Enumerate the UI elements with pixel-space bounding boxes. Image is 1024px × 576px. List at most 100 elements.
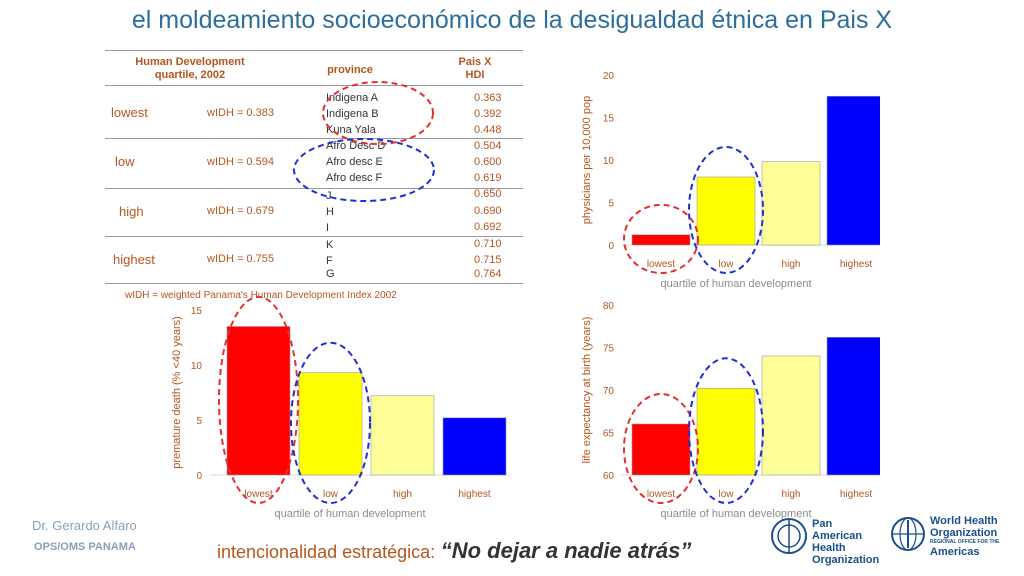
hdi-cell: 0.692 (474, 221, 502, 233)
province-cell: Afro desc E (326, 156, 383, 168)
x-tick-label: high (393, 489, 412, 500)
dashed-ellipse-lowest (623, 203, 699, 274)
bar-lowest (226, 326, 291, 476)
dashed-ellipse-low (688, 146, 764, 274)
table-rule-2 (105, 188, 523, 189)
province-cell: G (326, 268, 335, 280)
y-tick-label: 15 (603, 114, 615, 125)
x-tick-label: lowest (647, 489, 676, 500)
hdi-cell: 0.448 (474, 124, 502, 136)
slogan-lead: intencionalidad estratégica: (217, 542, 436, 562)
red-dashed-ellipse (322, 81, 434, 145)
province-cell: K (326, 239, 334, 251)
dashed-ellipse-lowest (218, 296, 299, 504)
y-tick-label: 80 (603, 301, 615, 312)
bar-low (696, 176, 756, 246)
dashed-ellipse-low (290, 341, 371, 504)
col-header-province: province (327, 64, 373, 76)
bar-low (298, 372, 363, 476)
physicians-chart: 0 5 10 15 20 lowest low high highest quartile of … (581, 71, 880, 290)
table-rule-3 (105, 236, 523, 237)
x-axis-title: quartile of human development (660, 278, 811, 290)
y-tick-label: 10 (603, 156, 615, 167)
widx-highest: wIDH = 0.755 (207, 253, 274, 265)
y-tick-label: 0 (196, 471, 202, 482)
hdi-cell: 0.363 (474, 92, 502, 104)
x-tick-label: highest (458, 489, 490, 500)
y-axis-title: physicians per 10,000 pop (581, 96, 593, 224)
bar-high (761, 161, 821, 246)
hdi-cell: 0.690 (474, 205, 502, 217)
y-tick-label: 60 (603, 471, 615, 482)
hdi-cell: 0.619 (474, 172, 502, 184)
province-cell: Kuna Yala (326, 124, 376, 136)
x-tick-label: low (718, 489, 734, 500)
widx-low: wIDH = 0.594 (207, 156, 274, 168)
slogan: intencionalidad estratégica: “No dejar a… (217, 538, 691, 564)
bar-lowest (631, 234, 691, 246)
author-name: Dr. Gerardo Alfaro (32, 518, 137, 533)
hdi-cell: 0.600 (474, 156, 502, 168)
y-tick-label: 15 (191, 306, 203, 317)
x-tick-label: low (323, 489, 339, 500)
y-tick-label: 70 (603, 386, 615, 397)
who-text-3: Americas (930, 546, 980, 558)
bar-highest (826, 95, 880, 246)
province-cell: Indigena B (326, 108, 379, 120)
x-tick-label: low (718, 259, 734, 270)
bar-lowest (631, 423, 691, 476)
bar-high (761, 355, 821, 476)
y-axis-title: premature death (% <40 years) (171, 316, 183, 469)
y-tick-label: 5 (196, 416, 202, 427)
province-cell: J (326, 190, 332, 202)
who-text-1: World Health (930, 515, 998, 527)
hdi-cell: 0.650 (474, 188, 502, 200)
province-cell: Indigena A (326, 92, 378, 104)
province-cell: I (326, 222, 330, 234)
hdi-cell: 0.710 (474, 238, 502, 250)
y-tick-label: 10 (191, 361, 203, 372)
quartile-label-highest: highest (113, 252, 155, 267)
y-tick-label: 20 (603, 71, 615, 82)
province-cell: Afro desc F (326, 172, 383, 184)
who-logo: World Health Organization REGIONAL OFFIC… (890, 512, 1010, 560)
bar-high (370, 395, 435, 476)
paho-text-2: Health (812, 542, 846, 554)
col-header-hdi: Pais X HDI (458, 56, 492, 81)
y-tick-label: 65 (603, 429, 615, 440)
quartile-label-lowest: lowest (111, 105, 148, 120)
bar-low (696, 388, 756, 476)
hdi-cell: 0.504 (474, 140, 502, 152)
slogan-quote: “No dejar a nadie atrás” (440, 538, 692, 563)
quartile-label-high: high (119, 204, 144, 219)
y-axis-title: life expectancy at birth (years) (581, 317, 593, 464)
hdi-table: Human Development quartile, 2002 provinc… (105, 50, 525, 290)
hdi-cell: 0.392 (474, 108, 502, 120)
widx-lowest: wIDH = 0.383 (207, 107, 274, 119)
x-tick-label: lowest (647, 259, 676, 270)
y-tick-label: 75 (603, 344, 615, 355)
quartile-label-low: low (115, 154, 135, 169)
x-axis-title: quartile of human development (274, 508, 425, 520)
widx-high: wIDH = 0.679 (207, 205, 274, 217)
x-tick-label: lowest (244, 489, 273, 500)
who-emblem-icon (891, 517, 925, 551)
y-tick-label: 5 (608, 199, 614, 210)
table-rule-1 (105, 138, 523, 139)
premature-death-chart: 0 5 10 15 lowest low high highest quartile of hu… (171, 296, 510, 520)
widx-note: wIDH = weighted Panama's Human Developme… (125, 290, 397, 301)
province-cell: F (326, 255, 333, 267)
paho-text-1: Pan American (812, 518, 863, 542)
table-header-rule (105, 85, 523, 86)
table-bottom-rule (105, 283, 523, 284)
province-cell: Afro Desc D (326, 140, 386, 152)
dashed-ellipse-low (688, 357, 764, 504)
bar-highest (442, 417, 507, 476)
paho-emblem-icon (771, 518, 807, 554)
bar-highest (826, 336, 880, 476)
x-tick-label: highest (840, 259, 872, 270)
x-tick-label: highest (840, 489, 872, 500)
x-axis-title: quartile of human development (660, 508, 811, 520)
hdi-cell: 0.764 (474, 268, 502, 280)
